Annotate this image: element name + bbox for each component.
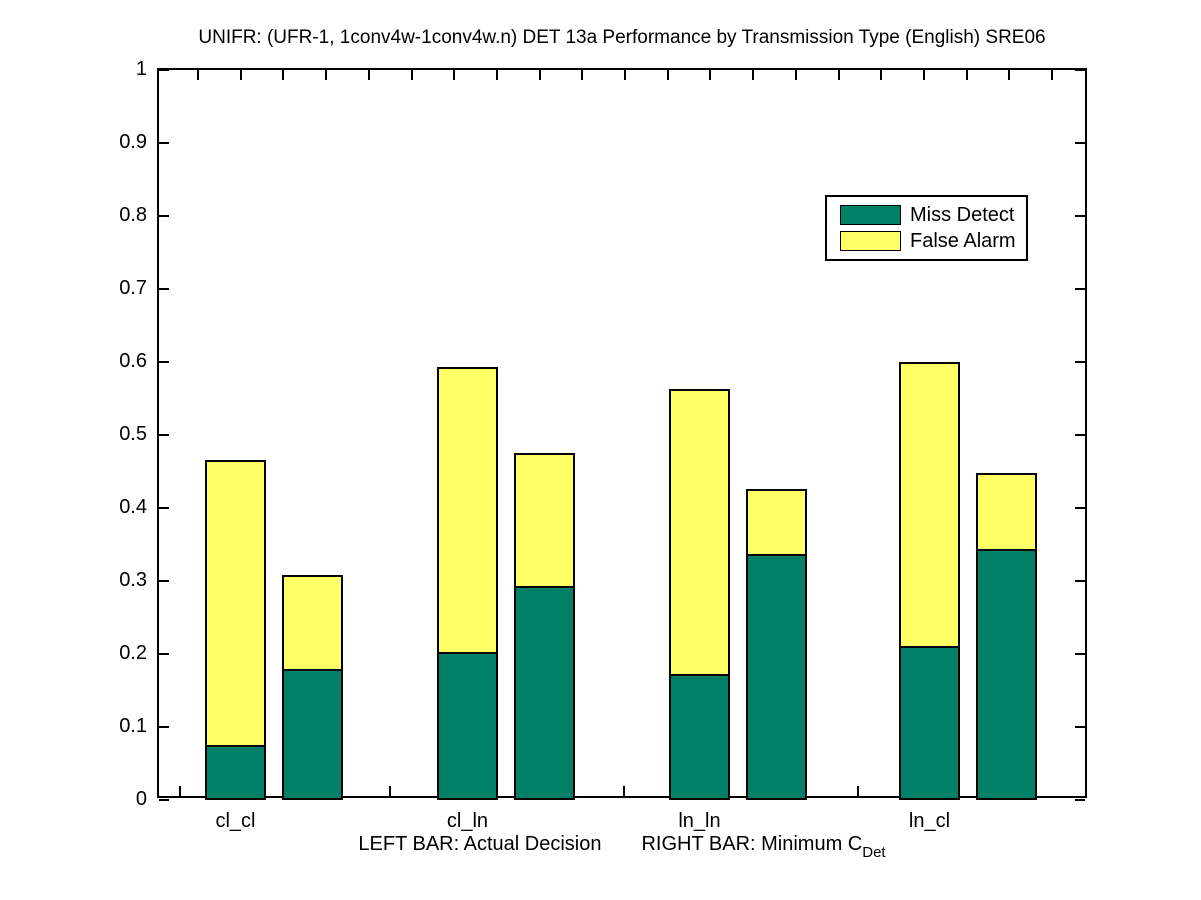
x-axis-label-subscript: Det: [862, 844, 886, 861]
x-tick-mark-top: [666, 70, 669, 80]
x-tick-mark-top: [538, 70, 541, 80]
legend-box: Miss Detect False Alarm: [825, 195, 1028, 261]
x-category-label: ln_cl: [908, 810, 951, 832]
y-tick-mark: [1075, 799, 1085, 801]
x-tick-mark-top: [922, 70, 925, 80]
y-tick-mark: [1075, 215, 1085, 217]
y-tick-mark: [159, 580, 169, 582]
legend-item-false-alarm: False Alarm: [840, 230, 1026, 252]
bar-segment-miss-detect: [282, 669, 343, 800]
y-tick-mark: [159, 215, 169, 217]
y-tick-mark: [159, 361, 169, 363]
y-tick-mark: [159, 799, 169, 801]
bar-segment-miss-detect: [669, 674, 730, 800]
x-tick-mark-top: [282, 70, 285, 80]
y-tick-mark: [1075, 434, 1085, 436]
y-tick-label: 0.1: [119, 715, 147, 737]
y-tick-mark: [159, 142, 169, 144]
x-tick-mark-top: [752, 70, 755, 80]
x-tick-mark-top: [495, 70, 498, 80]
y-tick-mark: [1075, 507, 1085, 509]
legend-label: Miss Detect: [910, 203, 1015, 226]
x-tick-mark-top: [1008, 70, 1011, 80]
x-axis-label-right: RIGHT BAR: Minimum C: [641, 833, 863, 855]
miss-detect-swatch: [840, 205, 901, 225]
x-tick-mark-top: [197, 70, 199, 80]
y-tick-label: 0.4: [119, 496, 147, 518]
y-tick-label: 0.3: [119, 569, 147, 591]
x-tick-mark-bottom: [389, 786, 391, 796]
y-tick-mark: [1075, 580, 1085, 582]
x-axis-label: LEFT BAR: Actual Decision RIGHT BAR: Mini…: [157, 833, 1087, 861]
y-tick-label: 0.7: [119, 277, 147, 299]
x-tick-mark-top: [239, 70, 242, 80]
x-tick-mark-top: [709, 70, 712, 80]
y-tick-mark: [159, 653, 169, 655]
y-tick-label: 0.8: [119, 204, 147, 226]
y-tick-mark: [1075, 69, 1085, 71]
x-axis-label-left: LEFT BAR: Actual Decision: [358, 833, 602, 855]
x-tick-mark-top: [965, 70, 968, 80]
y-tick-mark: [1075, 726, 1085, 728]
bar-segment-miss-detect: [976, 549, 1037, 800]
x-category-label: cl_cl: [215, 810, 256, 832]
x-tick-mark-top: [410, 70, 413, 80]
y-tick-label: 1: [135, 58, 147, 80]
y-tick-mark: [159, 507, 169, 509]
y-tick-mark: [1075, 142, 1085, 144]
x-tick-mark-top: [837, 70, 840, 80]
x-category-label: cl_ln: [446, 810, 489, 832]
false-alarm-swatch: [840, 231, 901, 251]
x-tick-mark-top: [581, 70, 584, 80]
x-tick-mark-top: [880, 70, 883, 80]
x-tick-mark-top: [453, 70, 456, 80]
y-tick-mark: [159, 726, 169, 728]
y-tick-mark: [159, 69, 169, 71]
x-tick-mark-top: [794, 70, 797, 80]
x-tick-mark-bottom: [179, 786, 181, 796]
chart-title: UNIFR: (UFR-1, 1conv4w-1conv4w.n) DET 13…: [198, 27, 1046, 48]
bar-segment-miss-detect: [746, 554, 807, 800]
y-tick-label: 0.6: [119, 350, 147, 372]
legend-label: False Alarm: [910, 229, 1016, 252]
x-tick-mark-bottom: [857, 786, 859, 796]
x-tick-mark-top: [624, 70, 626, 80]
x-tick-mark-bottom: [623, 786, 625, 796]
y-tick-label: 0.2: [119, 642, 147, 664]
bar-segment-miss-detect: [437, 652, 498, 800]
plot-area: Miss Detect False Alarm 0 0.1 0.2 0.3 0.4 0.5…: [119, 58, 1087, 832]
y-tick-mark: [1075, 361, 1085, 363]
y-tick-label: 0: [135, 788, 147, 810]
x-tick-mark-top: [325, 70, 328, 80]
bar-segment-miss-detect: [899, 646, 960, 800]
legend-item-miss-detect: Miss Detect: [840, 204, 1026, 226]
y-tick-mark: [1075, 288, 1085, 290]
y-tick-mark: [159, 288, 169, 290]
x-category-label: ln_ln: [678, 810, 721, 832]
y-tick-label: 0.5: [119, 423, 147, 445]
bar-segment-miss-detect: [514, 586, 575, 800]
y-tick-mark: [1075, 653, 1085, 655]
bar-segment-miss-detect: [205, 745, 266, 800]
y-tick-label: 0.9: [119, 131, 147, 153]
x-tick-mark-top: [1051, 70, 1053, 80]
y-tick-mark: [159, 434, 169, 436]
x-tick-mark-top: [367, 70, 370, 80]
bar-segment-false-alarm: [205, 460, 266, 800]
